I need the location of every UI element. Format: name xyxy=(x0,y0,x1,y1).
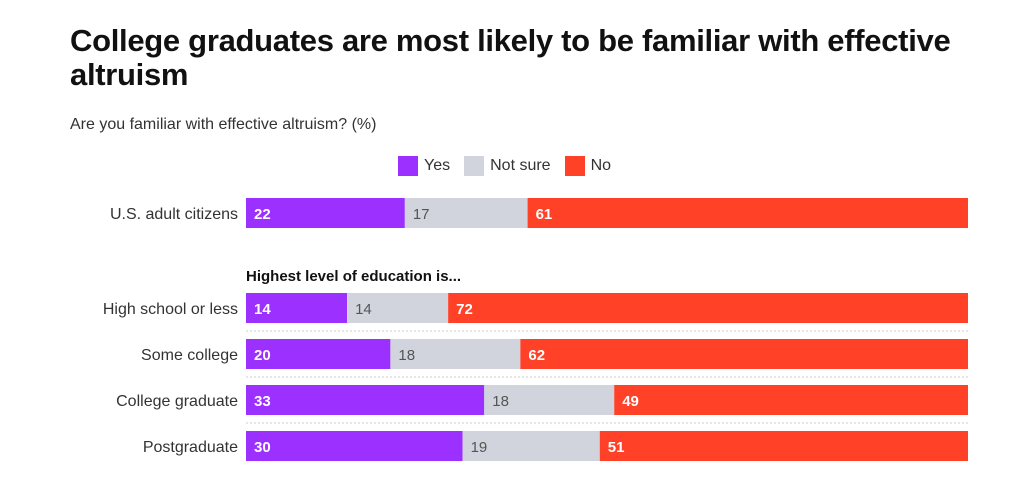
data-label-yes: 20 xyxy=(254,347,271,364)
group-header: Highest level of education is... xyxy=(246,268,461,285)
chart-legend: Yes Not sure No xyxy=(398,156,625,176)
bar-segment-not-sure xyxy=(347,293,449,323)
data-label-not-sure: 18 xyxy=(492,393,509,410)
legend-swatch-not-sure xyxy=(464,156,485,176)
category-label: College graduate xyxy=(116,393,238,410)
data-label-yes: 14 xyxy=(254,301,271,318)
data-label-no: 49 xyxy=(622,393,639,410)
category-label: High school or less xyxy=(103,301,238,318)
category-label: U.S. adult citizens xyxy=(110,206,238,223)
bar-segment-no xyxy=(448,293,968,323)
bar-segment-no xyxy=(527,198,968,228)
bar-segment-not-sure xyxy=(484,385,615,415)
bar-segment-yes xyxy=(246,385,485,415)
data-label-yes: 30 xyxy=(254,439,271,456)
legend-item-not-sure: Not sure xyxy=(464,156,551,176)
data-label-no: 51 xyxy=(608,439,625,456)
bar-segment-not-sure xyxy=(462,431,600,461)
data-label-not-sure: 17 xyxy=(413,206,430,223)
bar-segment-yes xyxy=(246,293,348,323)
bar-segment-not-sure xyxy=(404,198,528,228)
bar-segment-no xyxy=(614,385,968,415)
data-label-no: 62 xyxy=(528,347,545,364)
legend-label-yes: Yes xyxy=(424,157,451,174)
legend-item-yes: Yes xyxy=(398,156,450,176)
data-label-no: 72 xyxy=(456,301,473,318)
legend-swatch-yes xyxy=(398,156,418,176)
data-label-yes: 33 xyxy=(254,393,271,410)
category-label: Postgraduate xyxy=(143,439,238,456)
bar-segment-no xyxy=(599,431,968,461)
data-label-not-sure: 18 xyxy=(398,347,415,364)
chart-subtitle: Are you familiar with effective altruism… xyxy=(70,116,377,133)
bar-segment-not-sure xyxy=(390,339,521,369)
bar-segment-no xyxy=(520,339,968,369)
legend-label-not-sure: Not sure xyxy=(490,157,551,174)
data-label-yes: 22 xyxy=(254,206,271,223)
stacked-bar-chart: Highest level of education is... U.S. adu… xyxy=(103,198,968,461)
data-label-not-sure: 19 xyxy=(471,439,488,456)
legend-swatch-no xyxy=(564,156,585,176)
legend-item-no: No xyxy=(564,156,612,176)
chart-title: College graduates are most likely to be … xyxy=(70,23,951,92)
category-label: Some college xyxy=(141,347,238,364)
bar-segment-yes xyxy=(246,431,463,461)
legend-label-no: No xyxy=(590,157,612,174)
bar-segment-yes xyxy=(246,198,405,228)
data-label-not-sure: 14 xyxy=(355,301,372,318)
data-label-no: 61 xyxy=(536,206,553,223)
bar-segment-yes xyxy=(246,339,391,369)
